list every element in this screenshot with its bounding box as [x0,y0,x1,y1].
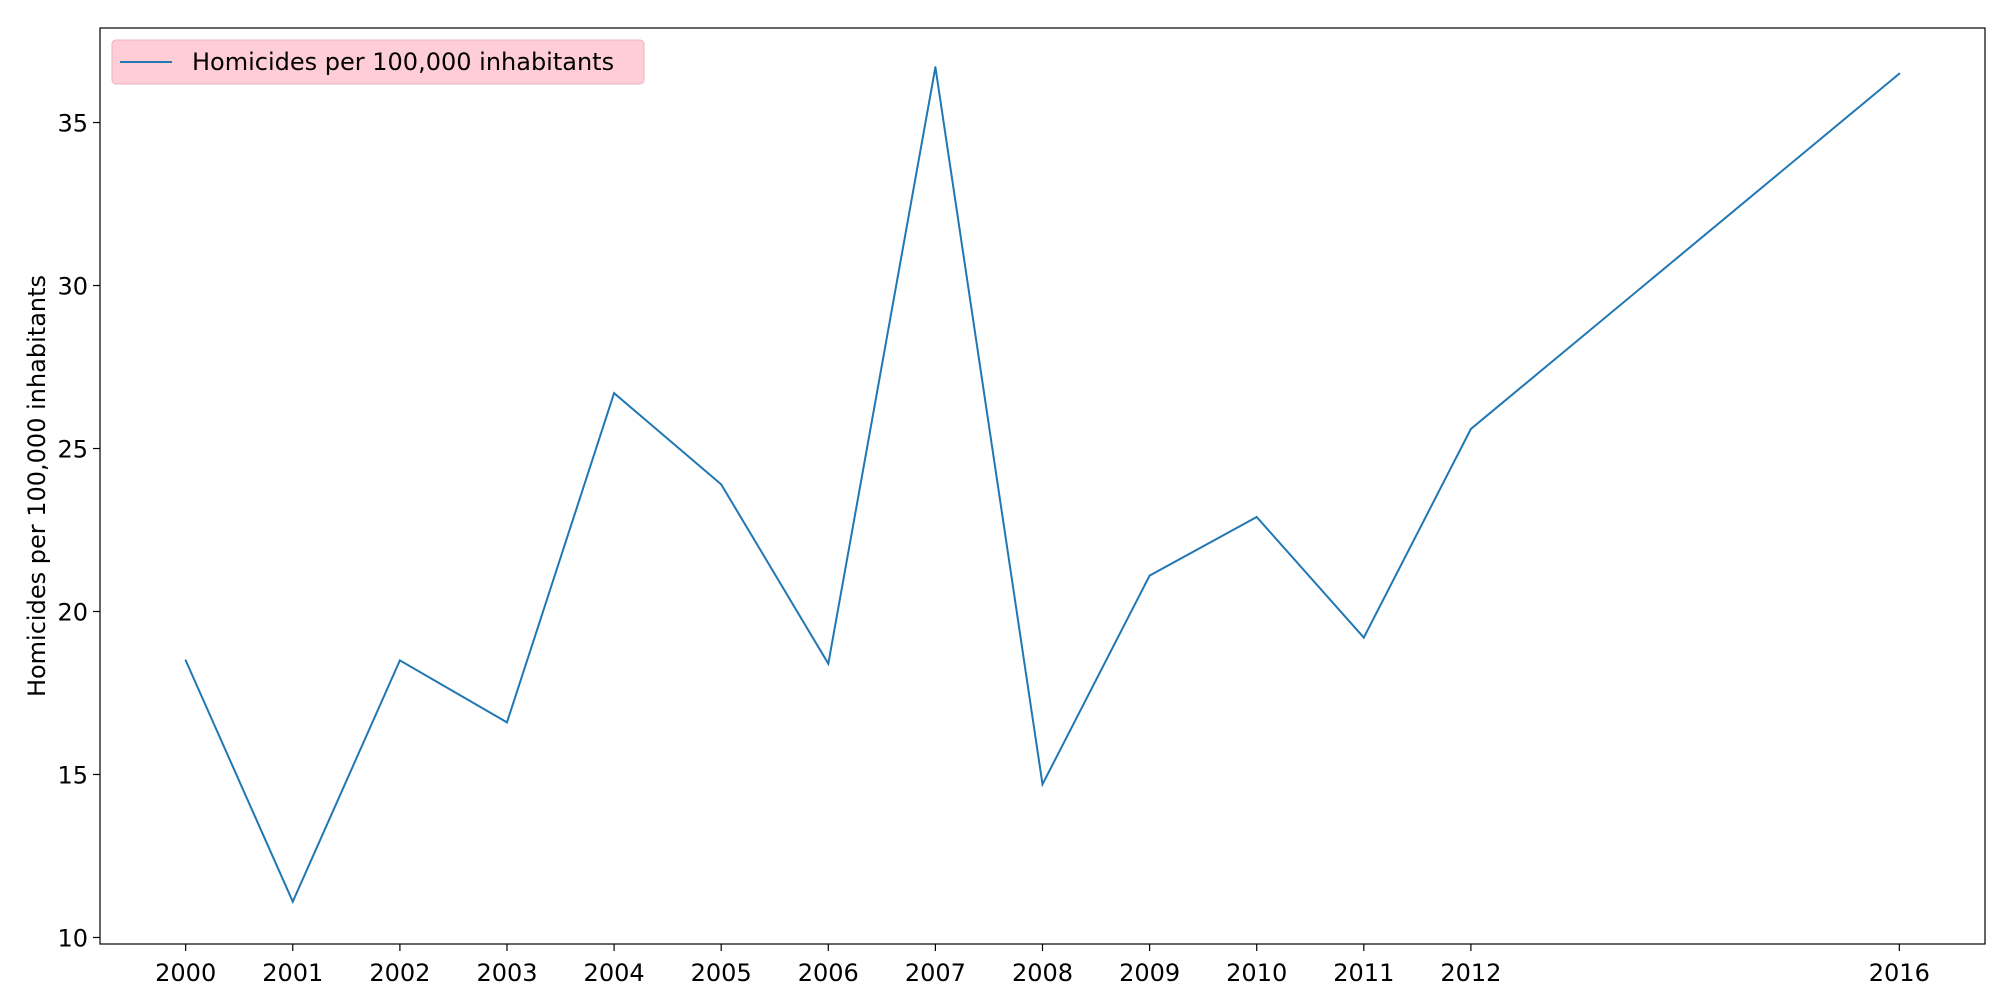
x-tick-label: 2007 [905,959,966,987]
y-tick-label: 35 [57,110,88,138]
x-tick-label: 2005 [691,959,752,987]
data-point [934,66,937,69]
data-point [720,483,723,486]
x-tick-label: 2011 [1333,959,1394,987]
data-point [398,659,401,662]
x-tick-label: 2004 [584,959,645,987]
legend: Homicides per 100,000 inhabitants [111,39,645,85]
data-point [1255,515,1258,518]
x-tick-label: 2000 [155,959,216,987]
plot-frame [99,27,1986,945]
x-tick-label: 2008 [1012,959,1073,987]
y-tick-label: 30 [57,273,88,301]
x-tick-label: 2010 [1226,959,1287,987]
data-point [827,662,830,665]
data-point [505,721,508,724]
x-tick-label: 2012 [1440,959,1501,987]
series-layer [184,66,1901,905]
y-tick-label: 15 [57,761,88,789]
x-tick-label: 2009 [1119,959,1180,987]
y-axis-label: Homicides per 100,000 inhabitants [23,275,51,697]
y-tick-label: 20 [57,599,88,627]
y-tick-label: 25 [57,436,88,464]
data-point [1148,574,1151,577]
x-tick-label: 2001 [262,959,323,987]
y-tick-label: 10 [57,924,88,952]
series-line-0 [184,66,1900,905]
data-point [1469,427,1472,430]
data-point [184,659,187,662]
data-point [291,900,294,903]
legend-label: Homicides per 100,000 inhabitants [192,48,614,76]
data-point [1898,72,1901,75]
data-point [613,392,616,395]
x-tick-label: 2003 [476,959,537,987]
data-point [1362,636,1365,639]
x-tick-label: 2016 [1869,959,1930,987]
x-tick-label: 2006 [798,959,859,987]
legend-box [111,39,645,85]
axes-layer: 2000 2001 2002 2003 2004 2005 2006 2007 2008 2009… [57,27,1986,987]
x-tick-label: 2002 [369,959,430,987]
data-point [1041,783,1044,786]
